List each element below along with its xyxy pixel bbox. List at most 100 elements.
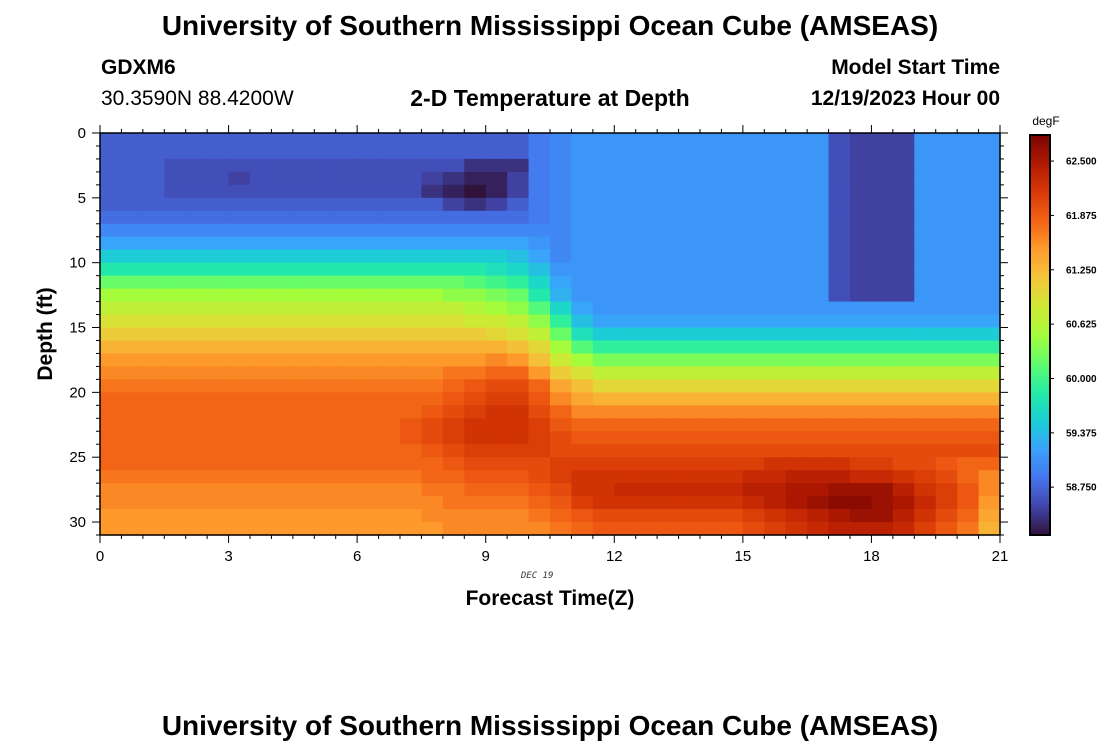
heatmap-cell (100, 288, 123, 303)
heatmap-cell (250, 288, 273, 303)
heatmap-cell (592, 496, 615, 510)
heatmap-cell (100, 431, 123, 445)
heatmap-cell (592, 522, 615, 536)
heatmap-cell (935, 210, 958, 225)
heatmap-cell (785, 444, 808, 458)
heatmap-cell (550, 197, 573, 212)
heatmap-cell (228, 483, 251, 497)
heatmap-cell (121, 301, 144, 316)
heatmap-cell (892, 496, 915, 510)
heatmap-cell (721, 444, 744, 458)
heatmap-cell (464, 288, 487, 303)
heatmap-cell (700, 236, 723, 251)
heatmap-cell (935, 249, 958, 264)
heatmap-cell (721, 457, 744, 471)
heatmap-cell (892, 509, 915, 523)
heatmap-cell (550, 249, 573, 264)
heatmap-cell (292, 405, 315, 419)
heatmap-cell (142, 236, 165, 251)
heatmap-cell (978, 379, 1001, 393)
heatmap-cell (185, 327, 208, 342)
heatmap-cell (978, 509, 1001, 523)
heatmap-cell (442, 158, 465, 173)
heatmap-cell (785, 197, 808, 212)
heatmap-cell (785, 184, 808, 199)
heatmap-cell (250, 301, 273, 316)
heatmap-cell (764, 509, 787, 523)
heatmap-cell (228, 275, 251, 290)
heatmap-cell (164, 288, 187, 303)
heatmap-cell (100, 236, 123, 251)
heatmap-cell (850, 431, 873, 445)
heatmap-cell (335, 483, 358, 497)
heatmap-cell (207, 457, 230, 471)
heatmap-cell (292, 288, 315, 303)
heatmap-cell (100, 457, 123, 471)
heatmap-cell (185, 405, 208, 419)
heatmap-cell (892, 483, 915, 497)
heatmap-cell (657, 223, 680, 238)
heatmap-cell (764, 483, 787, 497)
heatmap-cell (828, 340, 851, 355)
heatmap-cell (785, 158, 808, 173)
heatmap-cell (700, 366, 723, 380)
heatmap-cell (914, 223, 937, 238)
heatmap-cell (742, 171, 765, 186)
heatmap-cell (592, 171, 615, 186)
heatmap-cell (678, 379, 701, 393)
heatmap-cell (207, 275, 230, 290)
heatmap-cell (185, 353, 208, 368)
heatmap-cell (335, 288, 358, 303)
heatmap-cell (914, 158, 937, 173)
heatmap-cell (957, 327, 980, 342)
heatmap-cell (742, 418, 765, 432)
heatmap-cell (271, 262, 294, 277)
heatmap-cell (121, 405, 144, 419)
heatmap-cell (828, 483, 851, 497)
heatmap-cell (207, 418, 230, 432)
heatmap-cell (228, 522, 251, 536)
heatmap-cell (721, 431, 744, 445)
heatmap-cell (442, 392, 465, 406)
heatmap-cell (892, 301, 915, 316)
y-tick-label: 0 (78, 125, 86, 142)
heatmap-cell (892, 262, 915, 277)
heatmap-cell (292, 171, 315, 186)
heatmap-cell (764, 496, 787, 510)
heatmap-cell (485, 288, 508, 303)
heatmap-cell (657, 483, 680, 497)
heatmap-cell (978, 340, 1001, 355)
heatmap-cell (550, 145, 573, 160)
heatmap-cell (807, 366, 830, 380)
colorbar-gradient (1029, 134, 1051, 536)
heatmap-cell (850, 392, 873, 406)
heatmap-cell (892, 314, 915, 329)
heatmap-cell (957, 184, 980, 199)
heatmap-cell (785, 171, 808, 186)
heatmap-cell (678, 236, 701, 251)
heatmap-cell (635, 470, 658, 484)
heatmap-cell (550, 509, 573, 523)
heatmap-cell (978, 431, 1001, 445)
heatmap-cell (614, 405, 637, 419)
heatmap-cell (228, 405, 251, 419)
heatmap-cell (742, 210, 765, 225)
heatmap-cell (164, 457, 187, 471)
heatmap-cell (378, 223, 401, 238)
heatmap-cell (828, 288, 851, 303)
heatmap-cell (421, 314, 444, 329)
heatmap-cell (507, 392, 530, 406)
heatmap-cell (335, 197, 358, 212)
heatmap-cell (357, 509, 380, 523)
heatmap-cell (400, 133, 423, 147)
colorbar-tick-label: 61.250 (1066, 265, 1097, 276)
heatmap-cell (207, 327, 230, 342)
heatmap-cell (828, 366, 851, 380)
heatmap-cell (357, 158, 380, 173)
heatmap-cell (292, 457, 315, 471)
heatmap-cell (828, 353, 851, 368)
heatmap-cell (850, 133, 873, 147)
heatmap-cell (592, 262, 615, 277)
heatmap-cell (571, 340, 594, 355)
heatmap-cell (292, 133, 315, 147)
